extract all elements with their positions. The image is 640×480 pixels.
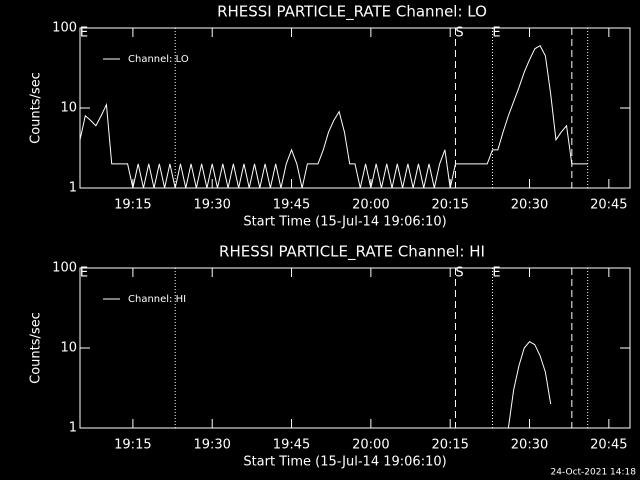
x-axis-label: Start Time (15-Jul-14 19:06:10)	[243, 215, 446, 230]
y-axis-label: Counts/sec	[29, 312, 44, 384]
marker-label: S	[455, 26, 463, 41]
chart-title: RHESSI PARTICLE_RATE Channel: HI	[219, 243, 485, 262]
x-tick-label: 20:45	[590, 438, 627, 453]
x-axis-label: Start Time (15-Jul-14 19:06:10)	[243, 455, 446, 470]
x-tick-label: 19:15	[114, 438, 151, 453]
marker-label: S	[455, 266, 463, 281]
data-line	[79, 45, 588, 189]
y-tick-label: 10	[60, 101, 77, 116]
x-tick-label: 19:15	[114, 198, 151, 213]
x-tick-label: 19:30	[193, 438, 230, 453]
x-tick-label: 19:30	[193, 198, 230, 213]
footer: 24-Oct-2021 14:18	[551, 468, 637, 478]
legend-label: Channel: LO	[128, 54, 189, 65]
data-line	[507, 341, 552, 429]
legend-label: Channel: HI	[128, 294, 186, 305]
x-tick-label: 20:00	[352, 438, 389, 453]
x-tick-label: 20:30	[511, 438, 548, 453]
x-tick-label: 20:30	[511, 198, 548, 213]
marker-label: E	[492, 266, 500, 281]
y-tick-label: 100	[52, 261, 77, 276]
y-axis-label: Counts/sec	[29, 72, 44, 144]
marker-label: E	[492, 26, 500, 41]
y-tick-label: 1	[69, 181, 77, 196]
x-tick-label: 20:15	[431, 198, 468, 213]
x-tick-label: 20:00	[352, 198, 389, 213]
plot-frame	[79, 267, 631, 429]
marker-label: E	[80, 26, 88, 41]
x-tick-label: 20:15	[431, 438, 468, 453]
x-tick-label: 19:45	[273, 438, 310, 453]
x-tick-label: 19:45	[273, 198, 310, 213]
y-tick-label: 1	[69, 421, 77, 436]
chart-title: RHESSI PARTICLE_RATE Channel: LO	[217, 3, 487, 22]
marker-label: E	[80, 266, 88, 281]
x-tick-label: 20:45	[590, 198, 627, 213]
y-tick-label: 100	[52, 21, 77, 36]
y-tick-label: 10	[60, 341, 77, 356]
